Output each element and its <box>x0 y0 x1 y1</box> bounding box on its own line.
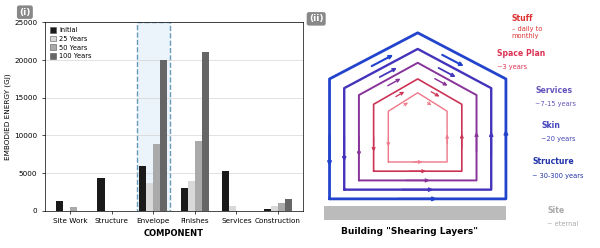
Text: Skin: Skin <box>541 121 560 129</box>
Bar <box>160 60 167 211</box>
Bar <box>153 144 160 211</box>
Bar <box>56 201 63 211</box>
Text: ~ eternal: ~ eternal <box>547 221 578 227</box>
Text: Space Plan: Space Plan <box>497 49 545 58</box>
Text: Site: Site <box>547 206 565 215</box>
Text: ~20 years: ~20 years <box>541 136 576 142</box>
Bar <box>323 206 506 220</box>
Text: Stuff: Stuff <box>512 14 533 24</box>
X-axis label: COMPONENT: COMPONENT <box>144 229 204 238</box>
Text: ~3 years: ~3 years <box>497 64 527 70</box>
Text: ~7-15 years: ~7-15 years <box>535 101 577 107</box>
Bar <box>229 206 236 211</box>
Bar <box>70 207 77 211</box>
Legend: Initial, 25 Years, 50 Years, 100 Years: Initial, 25 Years, 50 Years, 100 Years <box>49 26 93 61</box>
Bar <box>222 171 229 211</box>
Bar <box>139 166 146 211</box>
Bar <box>202 53 209 211</box>
Bar <box>146 183 153 211</box>
Text: Building "Shearing Layers": Building "Shearing Layers" <box>341 227 478 236</box>
Bar <box>181 188 188 211</box>
Text: (ii): (ii) <box>309 14 323 23</box>
Bar <box>97 178 104 211</box>
Bar <box>188 181 195 211</box>
Text: ~ 30-300 years: ~ 30-300 years <box>532 173 584 179</box>
Bar <box>271 206 278 211</box>
Text: Structure: Structure <box>532 157 574 166</box>
Bar <box>285 199 292 211</box>
Bar <box>264 209 271 211</box>
Bar <box>137 22 170 211</box>
Bar <box>195 141 202 211</box>
Text: (i): (i) <box>19 8 31 17</box>
Bar <box>278 203 285 211</box>
Y-axis label: EMBODIED ENERGY (GJ): EMBODIED ENERGY (GJ) <box>5 73 11 160</box>
Text: Services: Services <box>535 86 572 95</box>
Text: – daily to
monthly: – daily to monthly <box>512 26 542 39</box>
